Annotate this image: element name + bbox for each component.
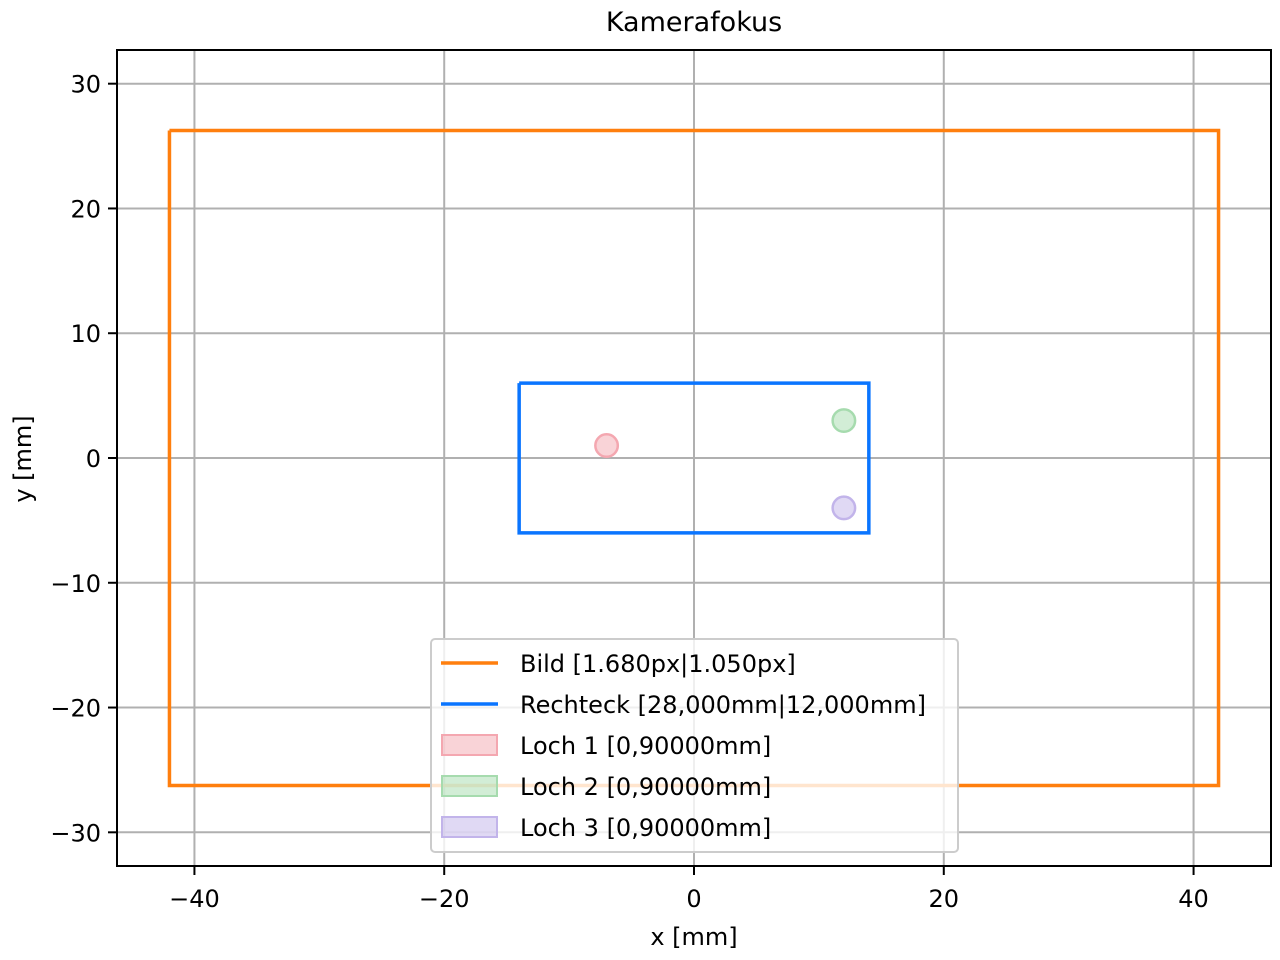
- legend: Bild [1.680px|1.050px] Rechteck [28,000mm…: [430, 638, 959, 853]
- legend-label: Loch 1 [0,90000mm]: [520, 732, 771, 760]
- y-axis-label: y [mm]: [9, 415, 37, 502]
- y-tick-label: −30: [50, 819, 101, 847]
- legend-label: Loch 3 [0,90000mm]: [520, 814, 771, 842]
- y-tick-label: 20: [70, 195, 101, 223]
- x-tick-label: 20: [929, 885, 960, 913]
- x-tick-label: 0: [686, 885, 701, 913]
- series-rechteck-outline: [517, 381, 871, 535]
- y-tick-label: −20: [50, 695, 101, 723]
- x-axis-label: x [mm]: [650, 923, 737, 951]
- series-bild-outline: [167, 128, 1221, 788]
- legend-item: Rechteck [28,000mm|12,000mm]: [441, 691, 926, 719]
- loch-2-circle: [831, 408, 857, 434]
- legend-item: Loch 1 [0,90000mm]: [441, 732, 771, 760]
- legend-patch-swatch: [441, 734, 498, 756]
- loch-1-circle: [594, 433, 620, 459]
- legend-item: Loch 3 [0,90000mm]: [441, 814, 771, 842]
- x-axis-ticks: −40 −20 0 20 40: [169, 866, 1209, 913]
- plot-shapes: [167, 128, 1221, 788]
- y-tick-label: 0: [86, 445, 101, 473]
- chart-title: Kamerafokus: [606, 7, 782, 38]
- x-tick-label: −20: [419, 885, 470, 913]
- x-tick-label: −40: [169, 885, 220, 913]
- legend-label: Bild [1.680px|1.050px]: [520, 650, 796, 678]
- grid-lines: [117, 50, 1271, 866]
- loch-3-circle: [831, 495, 857, 521]
- y-axis-ticks: 30 20 10 0 −10 −20 −30: [50, 71, 117, 847]
- legend-item: Bild [1.680px|1.050px]: [441, 650, 796, 678]
- legend-label: Rechteck [28,000mm|12,000mm]: [520, 691, 926, 719]
- x-tick-label: 40: [1178, 885, 1209, 913]
- y-tick-label: −10: [50, 570, 101, 598]
- legend-patch-swatch: [441, 775, 498, 797]
- legend-patch-swatch: [441, 816, 498, 838]
- legend-item: Loch 2 [0,90000mm]: [441, 773, 771, 801]
- legend-box: [430, 638, 959, 853]
- y-tick-label: 30: [70, 71, 101, 99]
- legend-label: Loch 2 [0,90000mm]: [520, 773, 771, 801]
- y-tick-label: 10: [70, 320, 101, 348]
